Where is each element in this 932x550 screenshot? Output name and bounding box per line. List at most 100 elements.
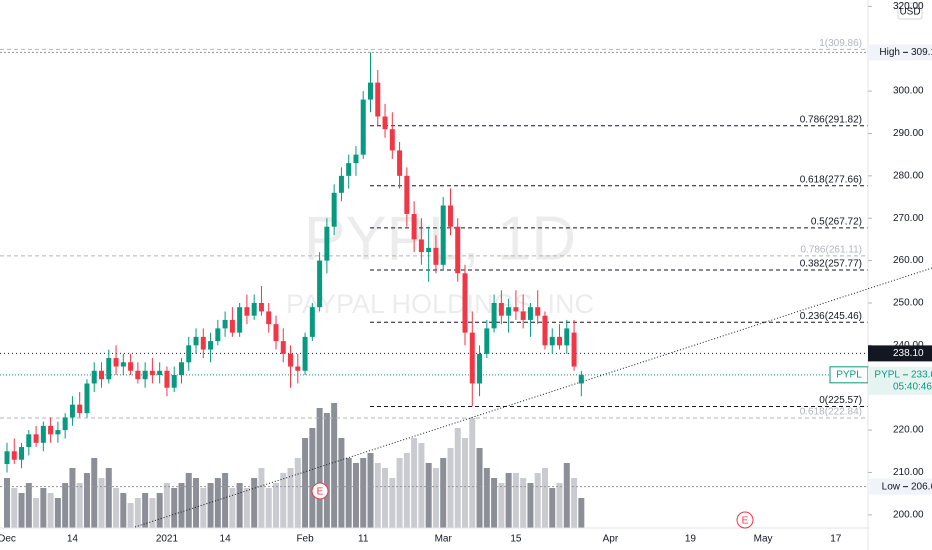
y-tick-label: 220.00 [893,425,924,436]
event-label: E [317,487,324,498]
candle-body [469,332,475,384]
level-value: 206.65 [911,481,932,492]
candle-body [215,328,221,342]
candle-body [506,307,512,316]
volume-bar [418,443,425,528]
volume-bar [389,478,396,528]
volume-bar [33,498,40,528]
volume-bar [171,488,178,528]
volume-bar [280,473,287,528]
candle-body [69,404,75,418]
candle-body [229,319,235,333]
candle-body [397,150,403,176]
candle-body [295,366,301,371]
volume-bar [214,478,221,528]
candle-body [149,370,155,375]
currency-box[interactable] [897,2,923,20]
candle-body [157,370,163,375]
candle-body [447,205,453,227]
candle-body [91,370,97,384]
candle-body [527,307,533,320]
candle-body [48,425,54,435]
crosshair-label: 238.10 [893,348,924,359]
volume-bar [185,473,192,528]
x-tick-label: 14 [67,534,79,545]
volume-bar [200,488,207,528]
candle-body [11,451,17,460]
volume-bar [432,468,439,528]
candle-body [440,205,446,265]
candle-body [368,82,373,100]
candle-body [549,336,555,346]
candle-body [324,226,330,261]
candle-body [477,353,483,384]
candle-body [193,336,199,346]
x-tick-label: 14 [220,534,232,545]
volume-bar [396,458,403,528]
x-tick-label: May [754,534,773,545]
volume-bar [25,483,32,528]
currency: USD [899,7,920,18]
candle-body [433,247,439,265]
volume-bar [563,463,570,528]
candle-body [186,345,192,363]
x-tick-label: Feb [296,534,314,545]
candle-body [317,260,323,308]
price-symbol-axis: PYPL [874,369,900,380]
volume-bar [556,483,563,528]
volume-bar [272,483,279,528]
volume-bar [91,458,98,528]
fib-label: 0.618(222.84) [800,407,862,418]
x-tick-label: 19 [685,534,697,545]
candle-body [309,307,315,337]
x-tick-label: Mar [435,534,453,545]
level-name: Low [882,481,901,492]
candle-body [208,341,214,350]
candle-body [557,336,563,346]
candle-body [113,358,119,367]
volume-bar [331,403,338,528]
crosshair-tag [868,345,932,362]
volume-bar [127,503,134,528]
candle-body [84,383,90,414]
candle-body [19,447,25,460]
candle-body [171,375,177,388]
volume-bar [251,478,258,528]
candle-body [288,353,294,367]
candle-body [411,213,417,240]
y-tick-label: 210.00 [893,467,924,478]
volume-bar [294,458,301,528]
candle-body [382,116,388,130]
volume-bar [4,478,10,528]
volume-bar [367,453,374,528]
volume-bar [309,428,316,528]
price-tag [868,366,932,395]
event-marker[interactable]: E [736,511,754,529]
candle-body [62,417,68,431]
candle-body [578,374,584,384]
candle-body [353,154,359,164]
event-marker[interactable]: E [311,482,329,500]
candle-body [55,430,61,435]
volume-bar [498,483,505,528]
candle-body [571,332,577,367]
x-tick-label: 15 [510,534,522,545]
fib-label: 0.382(257.77) [800,259,862,270]
candle-body [542,315,548,346]
volume-bar [454,428,461,528]
candle-body [513,307,519,312]
candle-body [258,302,264,312]
candle-body [77,404,83,414]
volume-bar [338,438,345,528]
candle-body [360,99,366,155]
candle-body [535,307,541,316]
volume-bar [149,498,156,528]
volume-bar [156,493,163,528]
volume-bar [76,483,83,528]
candle-body [251,302,257,316]
volume-bar [236,483,243,528]
volume-bar [512,473,519,528]
volume-bar [571,478,578,528]
candle-body [4,451,10,464]
volume-bar [360,458,367,528]
